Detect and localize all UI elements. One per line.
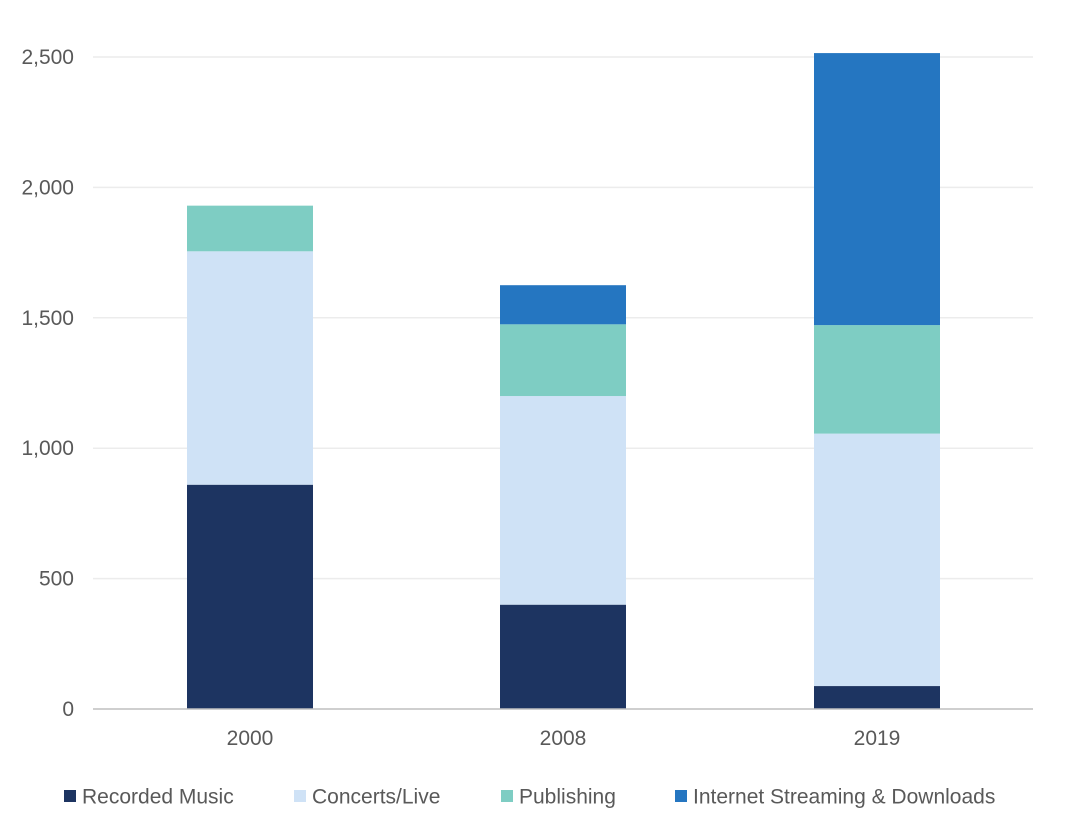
y-tick-label: 2,500 <box>21 46 74 69</box>
x-axis-ticks: 2000 2008 2019 <box>227 727 901 750</box>
bar-2019-publishing <box>814 325 940 434</box>
legend-label: Publishing <box>519 786 616 809</box>
bars <box>187 53 940 709</box>
legend-swatch-concerts-live <box>294 790 306 802</box>
bar-2008-publishing <box>500 324 626 397</box>
x-tick-label-2000: 2000 <box>227 727 274 750</box>
bar-2000-concerts-live <box>187 251 313 485</box>
bar-2019-concerts-live <box>814 433 940 687</box>
legend-swatch-internet-streaming-downloads <box>675 790 687 802</box>
legend-label: Concerts/Live <box>312 786 440 809</box>
y-tick-label: 1,500 <box>21 307 74 330</box>
bar-2008-internet-streaming-downloads <box>500 285 626 325</box>
y-tick-label: 0 <box>62 698 74 721</box>
x-tick-label-2019: 2019 <box>854 727 901 750</box>
x-tick-label-2008: 2008 <box>540 727 587 750</box>
bar-2019-internet-streaming-downloads <box>814 53 940 326</box>
bar-2000-publishing <box>187 205 313 252</box>
legend-label: Internet Streaming & Downloads <box>693 786 995 809</box>
y-tick-label: 1,000 <box>21 437 74 460</box>
legend-label: Recorded Music <box>82 786 234 809</box>
bar-2008-recorded-music <box>500 604 626 709</box>
legend-swatch-publishing <box>501 790 513 802</box>
y-tick-label: 500 <box>39 568 74 591</box>
bar-2019-recorded-music <box>814 686 940 709</box>
legend-swatch-recorded-music <box>64 790 76 802</box>
legend: Recorded Music Concerts/Live Publishing Int… <box>64 786 995 809</box>
y-axis-ticks: 0 500 1,000 1,500 2,000 2,500 <box>21 46 74 721</box>
y-tick-label: 2,000 <box>21 176 74 199</box>
bar-2008-concerts-live <box>500 396 626 605</box>
bar-2000-recorded-music <box>187 484 313 709</box>
